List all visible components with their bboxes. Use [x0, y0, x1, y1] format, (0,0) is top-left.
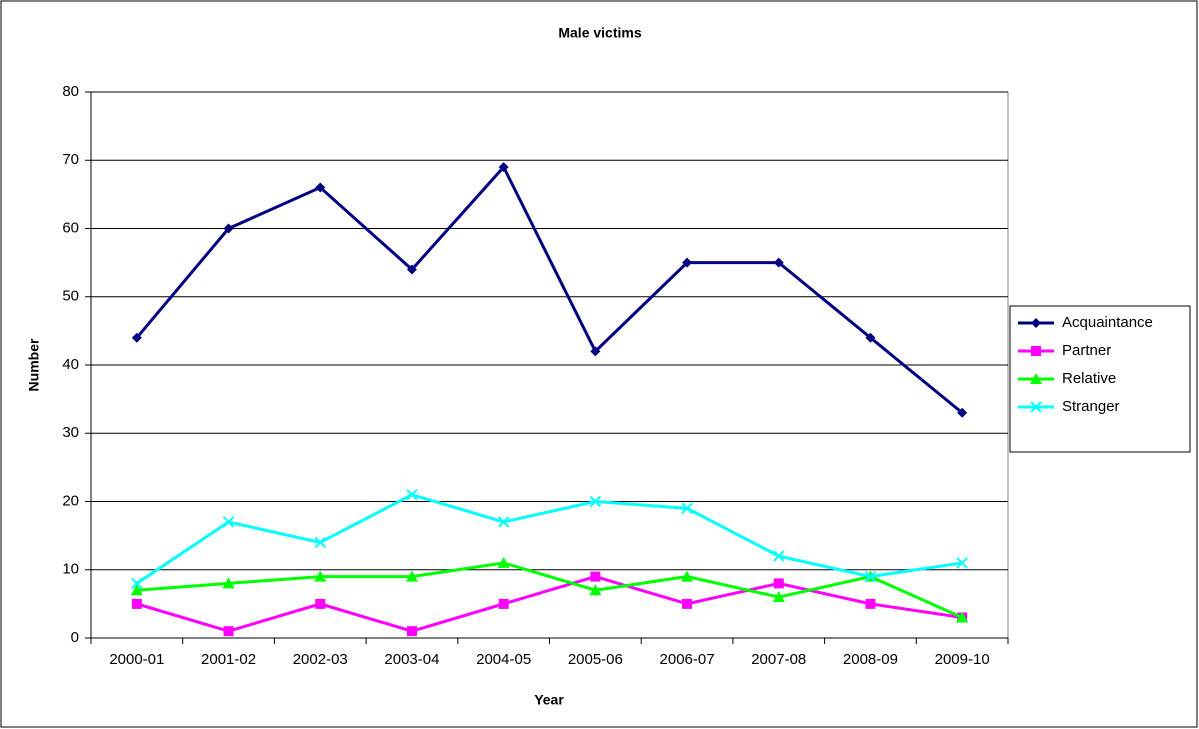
marker [497, 516, 510, 528]
x-tick-label: 2002-03 [293, 651, 348, 668]
series-line [136, 575, 963, 633]
marker [865, 332, 876, 343]
marker [131, 598, 142, 609]
marker [589, 495, 602, 508]
marker [131, 332, 142, 343]
marker [773, 578, 784, 589]
marker [1031, 346, 1041, 356]
legend-label: Stranger [1062, 398, 1120, 415]
marker [589, 584, 602, 596]
x-tick-label: 2001-02 [201, 651, 256, 668]
marker [773, 550, 785, 562]
y-tick-label: 70 [62, 151, 79, 168]
y-tick-label: 80 [62, 83, 79, 100]
x-tick-label: 2004-05 [476, 651, 531, 668]
series-line [136, 493, 963, 585]
y-tick-label: 20 [62, 492, 79, 509]
marker [406, 626, 417, 637]
marker [1031, 318, 1041, 328]
y-tick-label: 50 [62, 288, 79, 305]
marker [681, 502, 693, 515]
x-tick-label: 2005-06 [568, 651, 623, 668]
marker [314, 536, 326, 549]
marker [681, 570, 694, 582]
marker [222, 516, 235, 528]
series-line [135, 164, 964, 414]
marker [590, 346, 601, 357]
marker [773, 257, 784, 268]
x-tick-label: 2008-09 [843, 651, 898, 668]
x-tick-label: 2006-07 [660, 651, 715, 668]
x-tick-label: 2009-10 [935, 651, 990, 668]
marker [1030, 401, 1042, 413]
marker [682, 598, 693, 609]
y-tick-label: 0 [71, 629, 79, 646]
x-axis-label: Year [534, 692, 564, 708]
y-tick-label: 60 [62, 219, 79, 236]
marker [772, 591, 785, 603]
marker [956, 611, 969, 623]
legend-label: Relative [1062, 370, 1116, 387]
marker [865, 598, 876, 609]
y-tick-label: 40 [62, 356, 79, 373]
marker [315, 598, 326, 609]
marker [498, 598, 509, 609]
marker [498, 162, 509, 173]
y-tick-label: 10 [62, 561, 79, 578]
y-tick-label: 30 [62, 424, 79, 441]
marker [1030, 373, 1042, 384]
legend-label: Acquaintance [1062, 314, 1153, 331]
series-line [136, 561, 963, 619]
marker [223, 626, 234, 637]
marker [222, 577, 235, 589]
x-tick-label: 2003-04 [384, 651, 439, 668]
marker [497, 556, 510, 568]
y-axis-label: Number [26, 338, 42, 391]
marker [957, 407, 968, 418]
chart-title: Male victims [558, 25, 641, 41]
marker [131, 577, 143, 590]
marker [130, 584, 143, 596]
x-tick-label: 2007-08 [751, 651, 806, 668]
marker [314, 570, 327, 582]
marker [864, 570, 877, 583]
marker [682, 257, 693, 268]
marker [590, 571, 601, 582]
marker [405, 570, 418, 582]
marker [406, 264, 417, 275]
marker [956, 557, 968, 569]
marker [223, 223, 234, 234]
legend-label: Partner [1062, 342, 1111, 359]
marker [315, 182, 326, 193]
x-tick-label: 2000-01 [109, 651, 164, 668]
marker [406, 488, 418, 501]
